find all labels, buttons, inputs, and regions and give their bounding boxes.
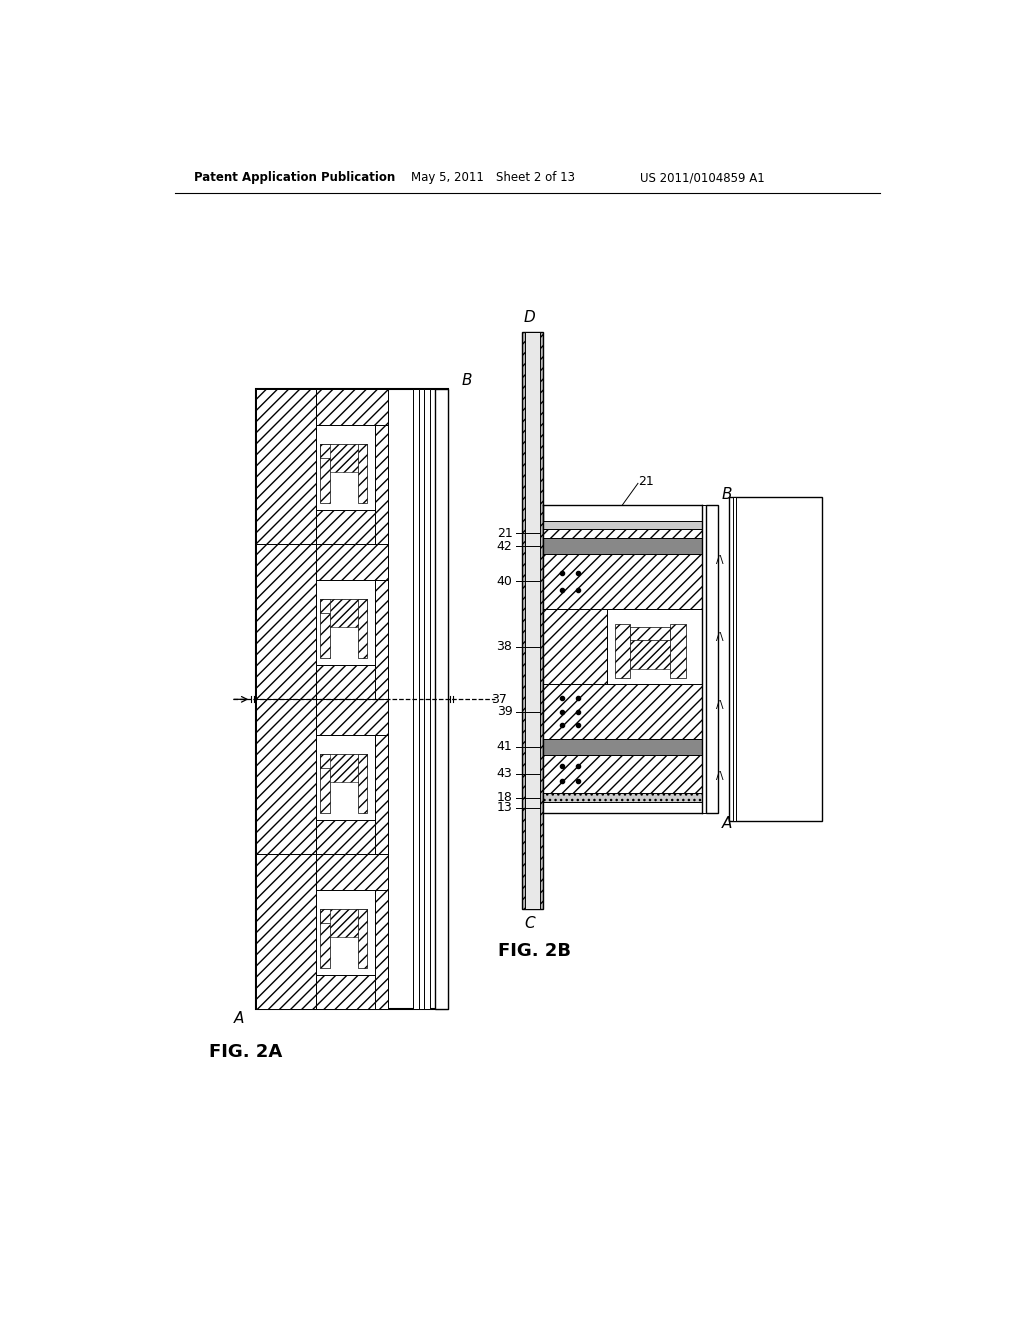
Text: 39: 39 [497,705,512,718]
Bar [544,739,701,755]
Text: /\: /\ [717,700,724,710]
Bar [357,909,367,969]
Text: 21: 21 [497,527,512,540]
Bar [524,331,541,909]
Bar [256,544,315,700]
Text: May 5, 2011: May 5, 2011 [411,172,483,185]
Bar [256,389,315,544]
Bar [733,498,735,821]
Bar [544,793,701,803]
Text: C: C [524,916,535,931]
Bar [544,554,701,609]
Bar [357,444,367,503]
Text: 21: 21 [638,475,653,488]
Bar [321,444,330,503]
Text: 37: 37 [490,693,507,706]
Text: 38: 38 [497,640,512,653]
Text: 41: 41 [497,741,512,754]
Bar [315,854,388,890]
Bar [420,389,424,1010]
Bar [315,820,388,854]
Bar [544,529,701,539]
Text: /\: /\ [717,556,724,565]
Bar [630,640,670,669]
Bar [321,599,367,612]
Text: D: D [523,310,536,325]
Bar [544,609,701,685]
Bar [357,599,367,659]
Text: 18: 18 [497,791,512,804]
Text: US 2011/0104859 A1: US 2011/0104859 A1 [640,172,764,185]
Bar [670,624,686,678]
Bar [330,599,357,627]
Bar [357,754,367,813]
Bar [376,735,388,854]
Bar [321,754,367,768]
Bar [376,579,388,700]
Bar [435,389,449,1010]
Bar [414,389,420,1010]
Text: 13: 13 [497,801,512,814]
Bar [315,890,376,975]
Bar [315,425,376,511]
Bar [256,854,315,1010]
Bar [544,803,701,813]
Text: 40: 40 [497,576,512,587]
Bar [544,539,701,554]
Text: /\: /\ [717,632,724,643]
Bar [321,909,367,923]
Bar [315,511,388,544]
Bar [330,444,357,473]
Bar [729,498,822,821]
Bar [630,627,670,640]
Bar [315,544,388,579]
Text: A: A [234,1011,245,1026]
Bar [315,735,376,820]
Bar [424,389,430,1010]
Bar [376,425,388,544]
Bar [256,700,315,854]
Bar [321,754,330,813]
Bar [256,389,449,1010]
Bar [315,389,388,425]
Bar [321,909,330,969]
Bar [330,909,357,937]
Bar [521,331,544,909]
Text: /\: /\ [717,771,724,781]
Bar [315,700,388,735]
Bar [321,599,330,659]
Bar [321,444,367,458]
Bar [707,506,718,813]
Bar [315,579,376,665]
Bar [701,506,707,813]
Bar [315,975,388,1010]
Text: B: B [722,487,732,502]
Bar [544,755,701,793]
Bar [544,521,701,529]
Text: Patent Application Publication: Patent Application Publication [194,172,395,185]
Text: B: B [462,372,472,388]
Text: A: A [722,816,732,832]
Text: Sheet 2 of 13: Sheet 2 of 13 [496,172,575,185]
Bar [315,665,388,700]
Bar [614,624,630,678]
Text: FIG. 2B: FIG. 2B [499,942,571,961]
Text: 42: 42 [497,540,512,553]
Bar [376,890,388,1010]
Bar [330,754,357,781]
Bar [544,685,701,739]
Text: 43: 43 [497,767,512,780]
Bar [544,609,606,685]
Text: FIG. 2A: FIG. 2A [209,1043,283,1060]
